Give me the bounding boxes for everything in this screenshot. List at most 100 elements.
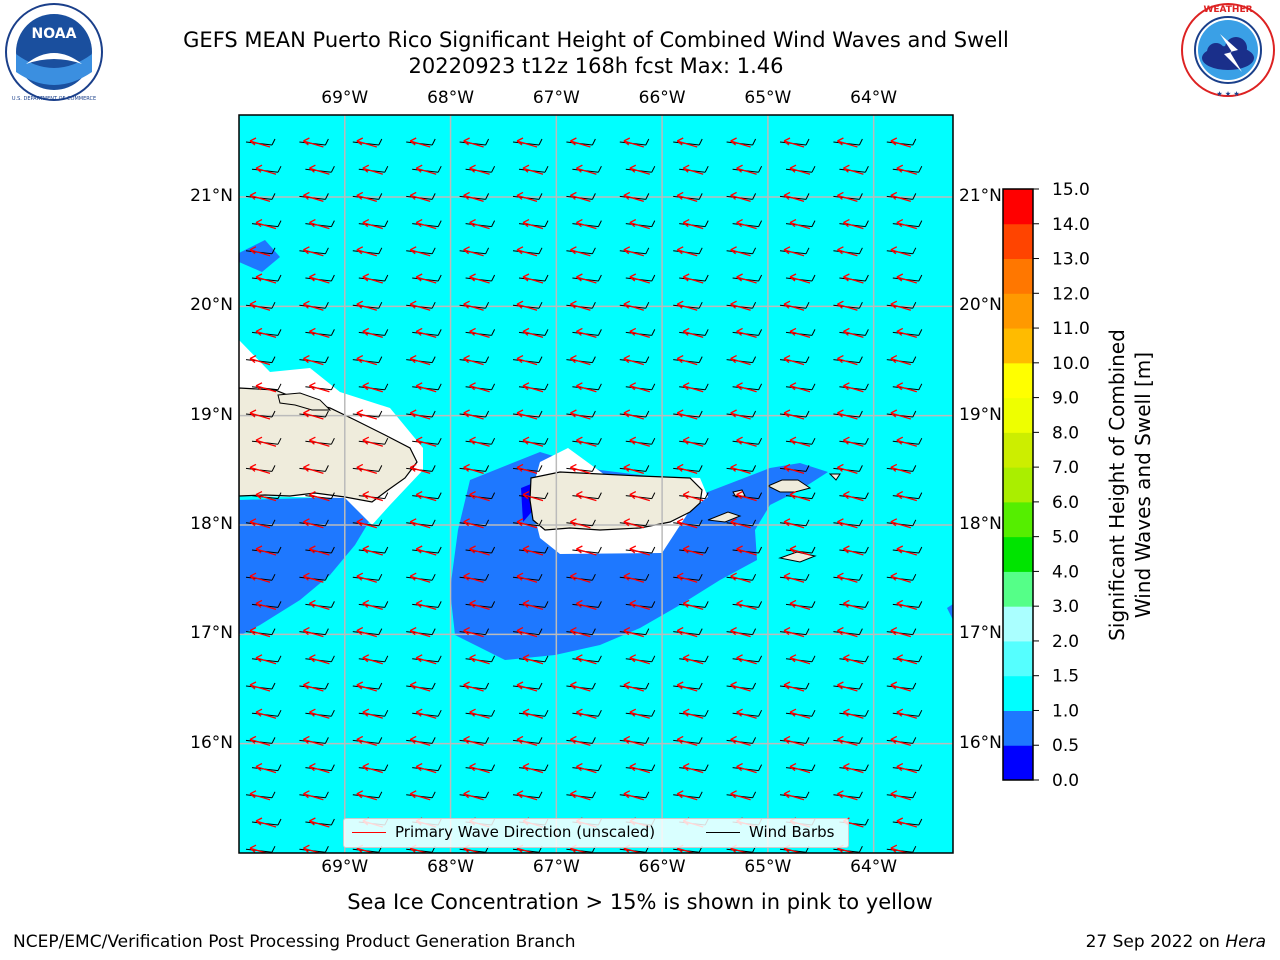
wave-direction-arrow: [356, 681, 377, 692]
wave-direction-arrow: [415, 436, 437, 447]
wave-direction-arrow: [682, 327, 704, 339]
colorbar-title-line2: Wind Waves and Swell [m]: [1131, 351, 1155, 619]
colorbar-cell: [1003, 745, 1033, 781]
wave-direction-arrow: [623, 300, 644, 311]
wave-direction-arrow: [736, 273, 757, 284]
wave-direction-arrow: [362, 708, 383, 719]
wave-direction-arrow: [896, 599, 917, 611]
wave-direction-arrow: [676, 681, 698, 692]
wave-direction-arrow: [302, 409, 324, 420]
wave-direction-arrow: [682, 491, 704, 502]
wave-direction-arrow: [890, 191, 911, 203]
wave-direction-arrow: [629, 545, 650, 556]
wave-direction-arrow: [896, 273, 917, 284]
wave-direction-arrow: [463, 627, 484, 638]
legend-item-wave-direction: Primary Wave Direction (unscaled): [352, 823, 655, 841]
wave-direction-arrow: [362, 599, 383, 611]
wave-direction-arrow: [522, 708, 544, 719]
wave-direction-arrow: [836, 463, 858, 475]
wave-direction-arrow: [308, 491, 330, 502]
wave-direction-arrow: [255, 599, 277, 611]
wave-direction-arrow: [362, 164, 383, 175]
wave-direction-arrow: [356, 790, 377, 801]
wave-direction-arrow: [836, 681, 858, 692]
wave-direction-arrow: [522, 219, 544, 230]
wave-direction-arrow: [836, 518, 858, 529]
wave-direction-arrow: [569, 409, 591, 420]
wave-direction-arrow: [730, 572, 751, 583]
wave-direction-arrow: [469, 545, 490, 556]
wave-direction-arrow: [783, 191, 805, 203]
wave-direction-arrow: [896, 491, 917, 502]
legend-item-wind-barbs: Wind Barbs: [706, 823, 834, 841]
wave-direction-arrow: [463, 790, 484, 801]
wave-direction-arrow: [730, 355, 751, 366]
wave-direction-arrow: [362, 654, 383, 665]
colorbar-tick-label: 0.5: [1052, 736, 1079, 756]
colorbar-tick-label: 9.0: [1052, 389, 1079, 409]
wave-direction-arrow: [516, 355, 538, 366]
colorbar-tick-label: 5.0: [1052, 528, 1079, 548]
lon-label-top: 68°W: [427, 88, 475, 108]
wave-direction-arrow: [522, 327, 544, 339]
island-outline: [766, 479, 812, 493]
lat-label-left: 16°N: [190, 732, 233, 753]
wave-direction-arrow: [789, 219, 811, 230]
wave-direction-arrow: [516, 137, 538, 148]
wave-direction-arrow: [623, 518, 644, 529]
wave-direction-arrow: [569, 627, 591, 638]
lon-label-top: 69°W: [321, 88, 369, 108]
lon-label-top: 64°W: [850, 88, 898, 108]
wave-direction-arrow: [302, 572, 324, 583]
wave-direction-arrow: [842, 599, 864, 611]
wave-direction-arrow: [842, 382, 864, 393]
wave-direction-arrow: [255, 817, 277, 828]
wave-direction-arrow: [362, 545, 383, 556]
lon-label-bottom: 68°W: [427, 857, 475, 877]
wave-direction-arrow: [302, 790, 324, 801]
wave-direction-arrow: [783, 463, 805, 475]
wave-direction-arrow: [249, 137, 271, 148]
wave-direction-arrow: [623, 137, 644, 148]
wave-direction-arrow: [629, 382, 650, 393]
wave-direction-arrow: [682, 545, 704, 556]
colorbar-tick-label: 7.0: [1052, 458, 1079, 478]
lat-label-left: 18°N: [190, 514, 233, 534]
wave-direction-arrow: [890, 355, 911, 366]
wave-direction-arrow: [569, 572, 591, 583]
colorbar-cell: [1003, 432, 1033, 468]
wave-direction-arrow: [676, 627, 698, 638]
wave-direction-arrow: [789, 273, 811, 284]
wave-direction-arrow: [516, 735, 538, 747]
wave-direction-arrow: [890, 463, 911, 475]
wave-direction-arrow: [682, 436, 704, 447]
wave-direction-arrow: [676, 572, 698, 583]
wave-direction-arrow: [575, 491, 597, 502]
wave-direction-arrow: [682, 654, 704, 665]
wave-direction-arrow: [356, 518, 377, 529]
wave-direction-arrow: [362, 327, 383, 339]
colorbar-cell: [1003, 571, 1033, 607]
wave-direction-arrow: [409, 572, 431, 583]
wave-direction-arrow: [409, 790, 431, 801]
wave-direction-arrow: [255, 164, 277, 175]
wave-direction-arrow: [249, 463, 271, 475]
wave-direction-arrow: [789, 382, 811, 393]
wave-direction-arrow: [409, 409, 431, 420]
wave-direction-arrow: [302, 246, 324, 257]
colorbar-tick-label: 0.0: [1052, 771, 1079, 791]
wave-direction-arrow: [623, 355, 644, 366]
wave-direction-arrow: [629, 327, 650, 339]
wave-direction-arrow: [469, 219, 490, 230]
wave-direction-arrow: [302, 137, 324, 148]
wave-direction-arrow: [362, 491, 383, 502]
wave-direction-arrow: [629, 654, 650, 665]
map-frame: [238, 114, 954, 854]
colorbar-cell: [1003, 640, 1033, 677]
wave-direction-arrow: [308, 164, 330, 175]
colorbar-cell: [1003, 606, 1033, 642]
wave-direction-arrow: [682, 763, 704, 774]
footer-credit: NCEP/EMC/Verification Post Processing Pr…: [13, 932, 576, 952]
wave-direction-arrow: [896, 763, 917, 774]
